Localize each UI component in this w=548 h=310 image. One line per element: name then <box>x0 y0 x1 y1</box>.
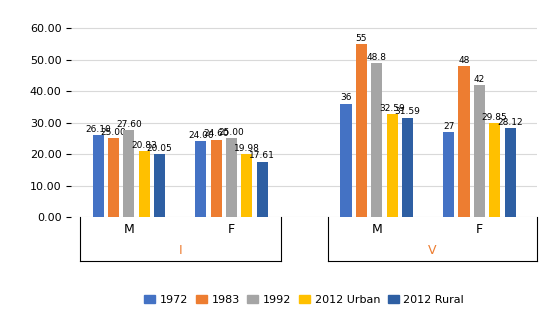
Text: 25.00: 25.00 <box>101 128 127 137</box>
Text: 55: 55 <box>356 33 367 42</box>
Bar <box>402 117 413 217</box>
Bar <box>474 85 485 217</box>
Text: M: M <box>123 223 134 236</box>
Text: 48.8: 48.8 <box>367 53 387 62</box>
Text: 29.85: 29.85 <box>482 113 507 122</box>
Text: V: V <box>428 244 437 257</box>
Text: 26.10: 26.10 <box>85 125 111 134</box>
Bar <box>108 138 119 217</box>
Bar <box>195 141 206 217</box>
Text: 42: 42 <box>473 74 485 83</box>
Text: 17.61: 17.61 <box>249 151 275 160</box>
Bar <box>459 66 470 217</box>
Text: 28.12: 28.12 <box>497 118 523 127</box>
Bar <box>226 138 237 217</box>
Text: 24.60: 24.60 <box>203 129 229 138</box>
Text: 24.00: 24.00 <box>188 131 214 140</box>
Text: 32.59: 32.59 <box>379 104 405 113</box>
Bar <box>505 128 516 217</box>
Bar <box>210 140 221 217</box>
Text: M: M <box>372 223 382 236</box>
Bar <box>489 123 500 217</box>
Text: 27.60: 27.60 <box>116 120 142 129</box>
Text: 31.59: 31.59 <box>395 107 420 116</box>
Text: F: F <box>228 223 235 236</box>
Text: 20.05: 20.05 <box>147 144 173 153</box>
Bar <box>443 132 454 217</box>
Text: 20.83: 20.83 <box>132 141 157 150</box>
Bar <box>241 154 253 217</box>
Bar <box>387 114 398 217</box>
Bar <box>356 44 367 217</box>
Text: F: F <box>476 223 483 236</box>
Bar <box>256 162 268 217</box>
Text: 19.98: 19.98 <box>234 144 260 153</box>
Bar <box>154 154 165 217</box>
Text: 27: 27 <box>443 122 454 131</box>
Bar <box>123 130 134 217</box>
Legend: 1972, 1983, 1992, 2012 Urban, 2012 Rural: 1972, 1983, 1992, 2012 Urban, 2012 Rural <box>140 291 469 310</box>
Text: 25.00: 25.00 <box>219 128 244 137</box>
Bar <box>340 104 352 217</box>
Bar <box>93 135 104 217</box>
Bar <box>139 151 150 217</box>
Text: I: I <box>179 244 182 257</box>
Text: 48: 48 <box>458 56 470 65</box>
Bar <box>371 63 383 217</box>
Text: 36: 36 <box>340 93 352 102</box>
